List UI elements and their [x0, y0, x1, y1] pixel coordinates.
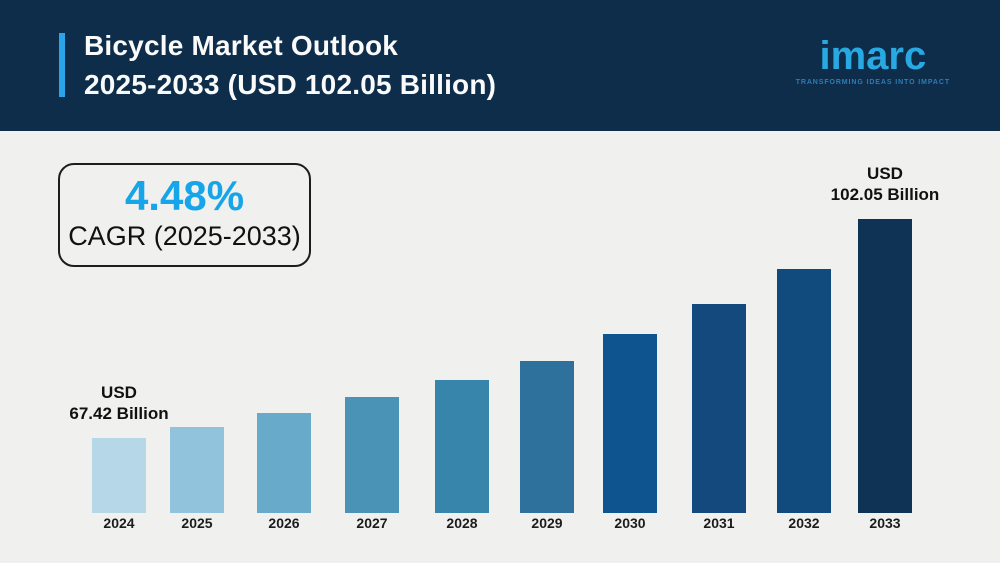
cagr-box: 4.48% CAGR (2025-2033) [58, 163, 311, 267]
page-title: Bicycle Market Outlook 2025-2033 (USD 10… [84, 26, 496, 104]
bar-2030 [603, 334, 657, 513]
value-label-currency: USD [101, 383, 137, 402]
value-label-2033: USD 102.05 Billion [831, 163, 940, 205]
bar-2033 [858, 219, 912, 513]
value-label-amount: 102.05 Billion [830, 185, 940, 204]
bar-2031 [692, 304, 746, 513]
bar-2024 [92, 438, 146, 513]
year-label-2024: 2024 [103, 515, 135, 531]
value-label-2024: USD 67.42 Billion [69, 382, 168, 424]
year-label-2028: 2028 [446, 515, 478, 531]
cagr-label: CAGR (2025-2033) [68, 221, 301, 251]
value-label-currency: USD [867, 164, 903, 183]
imarc-logo: imarc TRANSFORMING IDEAS INTO IMPACT [796, 36, 950, 86]
bar-2029 [520, 361, 574, 513]
bar-2027 [345, 397, 399, 513]
year-label-2031: 2031 [703, 515, 735, 531]
bar-2025 [170, 427, 224, 513]
year-label-2025: 2025 [181, 515, 213, 531]
year-label-2030: 2030 [614, 515, 646, 531]
cagr-value: 4.48% [124, 172, 245, 219]
value-label-amount: 67.42 Billion [69, 404, 169, 423]
imarc-logo-wordmark: imarc [819, 34, 927, 78]
page-title-line2: 2025-2033 (USD 102.05 Billion) [84, 69, 497, 100]
bar-2028 [435, 380, 489, 513]
bar-2026 [257, 413, 311, 513]
year-label-2033: 2033 [869, 515, 901, 531]
year-label-2026: 2026 [268, 515, 300, 531]
year-label-2032: 2032 [788, 515, 820, 531]
page-title-line1: Bicycle Market Outlook [84, 30, 399, 61]
year-label-2029: 2029 [531, 515, 563, 531]
bar-2032 [777, 269, 831, 513]
header: Bicycle Market Outlook 2025-2033 (USD 10… [0, 0, 1000, 131]
imarc-logo-tagline: TRANSFORMING IDEAS INTO IMPACT [795, 79, 950, 86]
year-label-2027: 2027 [356, 515, 388, 531]
title-accent-bar [59, 33, 65, 97]
